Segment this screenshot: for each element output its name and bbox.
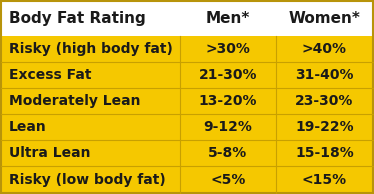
Text: Risky (high body fat): Risky (high body fat): [9, 42, 173, 56]
Text: Moderately Lean: Moderately Lean: [9, 94, 140, 108]
Text: 23-30%: 23-30%: [295, 94, 353, 108]
Bar: [1, 62, 373, 88]
Text: 5-8%: 5-8%: [208, 146, 248, 160]
Text: 9-12%: 9-12%: [203, 120, 252, 134]
Text: Excess Fat: Excess Fat: [9, 68, 91, 82]
Bar: [1, 88, 373, 114]
Bar: [1, 36, 373, 62]
Text: <5%: <5%: [210, 172, 245, 187]
Text: Lean: Lean: [9, 120, 47, 134]
Text: Women*: Women*: [288, 11, 360, 26]
Text: 31-40%: 31-40%: [295, 68, 353, 82]
Text: 15-18%: 15-18%: [295, 146, 354, 160]
Text: 21-30%: 21-30%: [199, 68, 257, 82]
Bar: [1, 166, 373, 193]
Text: 19-22%: 19-22%: [295, 120, 354, 134]
Text: Body Fat Rating: Body Fat Rating: [9, 11, 145, 26]
Text: <15%: <15%: [302, 172, 347, 187]
Text: Risky (low body fat): Risky (low body fat): [9, 172, 166, 187]
Text: 13-20%: 13-20%: [199, 94, 257, 108]
Bar: [1, 114, 373, 140]
Text: >40%: >40%: [302, 42, 347, 56]
Text: Ultra Lean: Ultra Lean: [9, 146, 90, 160]
Text: Men*: Men*: [206, 11, 250, 26]
Text: >30%: >30%: [205, 42, 250, 56]
Bar: [1, 1, 373, 36]
Bar: [1, 140, 373, 166]
